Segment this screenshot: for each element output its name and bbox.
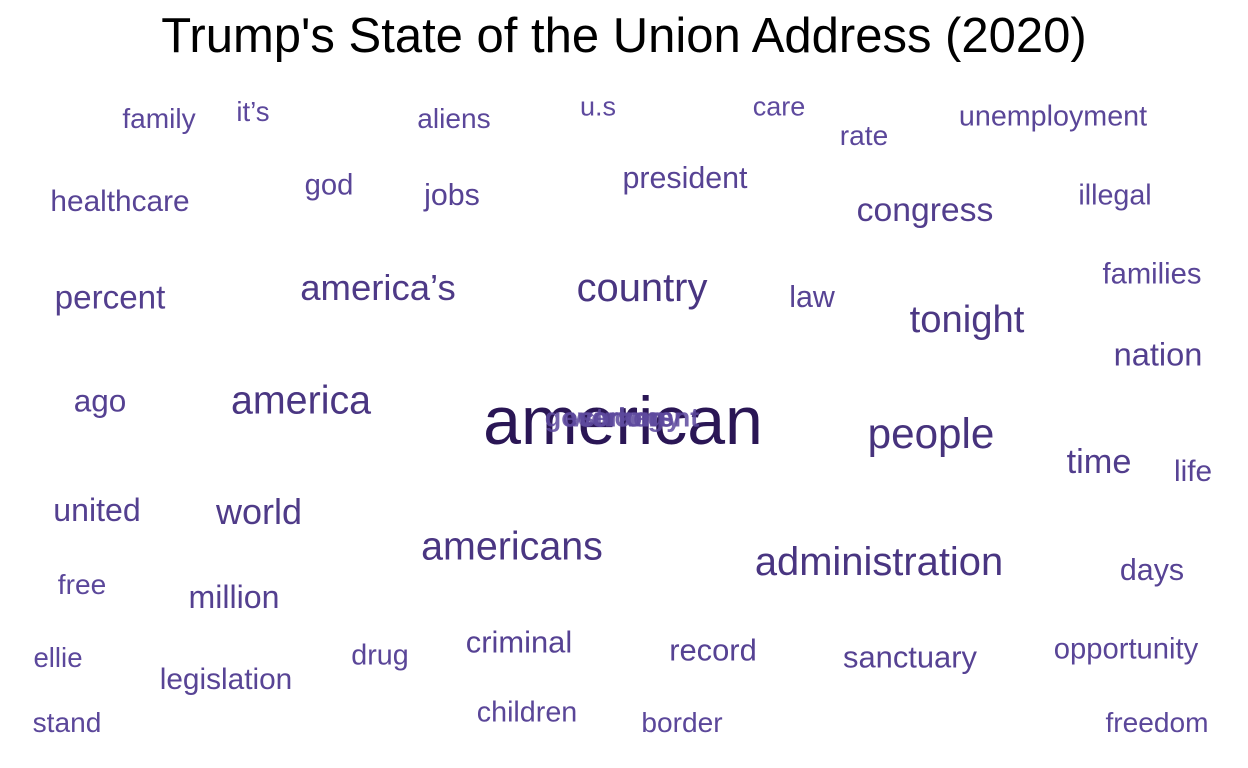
- word-america: america: [230, 378, 372, 423]
- word-opportunity: opportunity: [1053, 633, 1199, 666]
- word-united: united: [53, 491, 141, 528]
- word-drug: drug: [351, 639, 409, 672]
- word-families: families: [1102, 258, 1202, 291]
- word-u-s: u.s: [579, 91, 617, 122]
- word-percent: percent: [54, 279, 166, 317]
- word-congress: congress: [856, 191, 994, 230]
- word-administration: administration: [754, 540, 1004, 585]
- word-care: care: [752, 91, 806, 122]
- word-law: law: [789, 279, 835, 314]
- word-tonight: tonight: [909, 297, 1025, 341]
- word-nation: nation: [1113, 335, 1203, 373]
- word-workers: workers: [570, 402, 674, 433]
- word-ago: ago: [73, 382, 127, 419]
- word-freedom: freedom: [1105, 706, 1209, 738]
- word-american: american: [483, 383, 763, 459]
- word-americans: americans: [421, 524, 603, 569]
- word-government: government: [544, 402, 700, 433]
- word-time: time: [1066, 442, 1132, 481]
- word-economy: economy: [562, 402, 682, 433]
- word-healthcare: healthcare: [50, 185, 190, 219]
- word-god: god: [304, 169, 354, 202]
- word-stand: stand: [32, 706, 102, 738]
- word-president: president: [622, 160, 748, 195]
- word-unemployment: unemployment: [958, 100, 1148, 133]
- word-america-s: america’s: [300, 266, 456, 308]
- chart-title: Trump's State of the Union Address (2020…: [161, 9, 1087, 63]
- word-free: free: [57, 568, 107, 600]
- word-life: life: [1173, 455, 1213, 489]
- word-illegal: illegal: [1078, 179, 1152, 212]
- word-ellie: ellie: [33, 642, 83, 674]
- word-rate: rate: [839, 119, 889, 151]
- word-days: days: [1119, 552, 1185, 587]
- word-world: world: [215, 491, 303, 532]
- word-criminal: criminal: [465, 624, 573, 660]
- word-jobs: jobs: [424, 177, 480, 212]
- word-it-s: it’s: [236, 96, 270, 128]
- word-record: record: [669, 632, 757, 668]
- word-legislation: legislation: [159, 663, 293, 697]
- word-people: people: [867, 409, 995, 457]
- word-aliens: aliens: [417, 102, 491, 134]
- word-million: million: [188, 578, 280, 615]
- word-family: family: [122, 102, 196, 134]
- word-sanctuary: sanctuary: [843, 639, 977, 675]
- word-children: children: [476, 696, 578, 729]
- word-strong: strong: [580, 402, 664, 433]
- word-border: border: [641, 706, 723, 738]
- word-country: country: [576, 266, 708, 311]
